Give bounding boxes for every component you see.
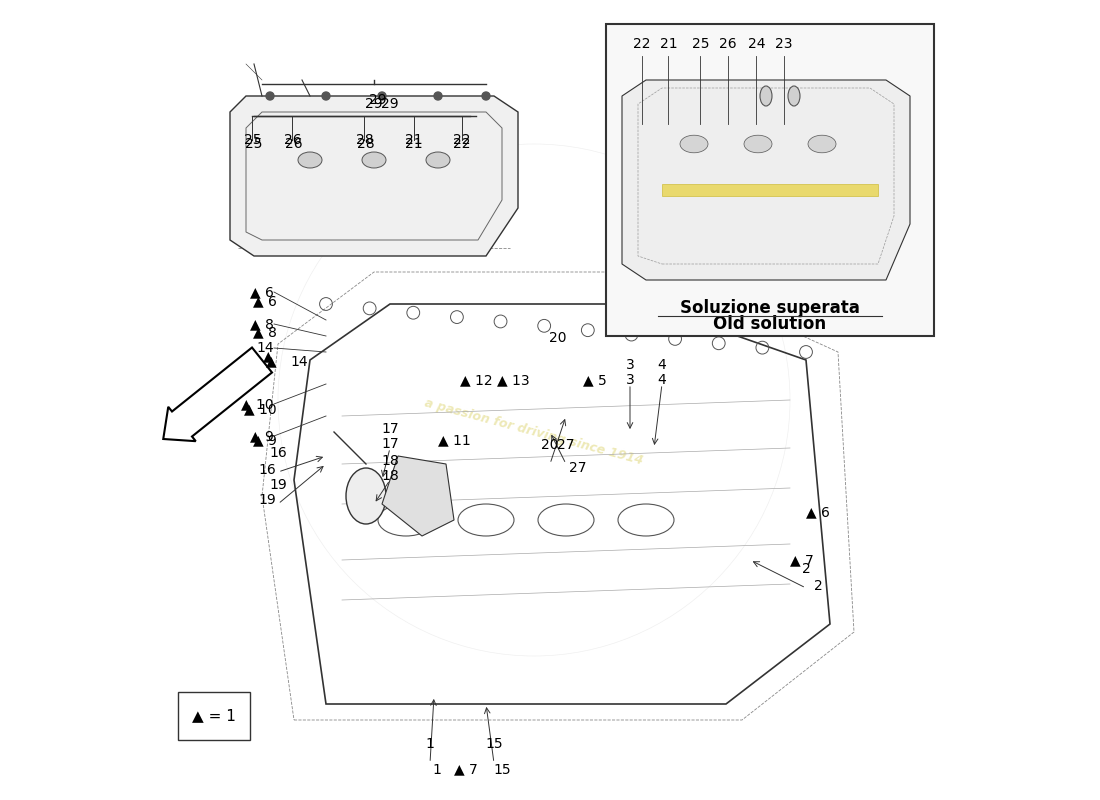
Text: 16: 16 [270,446,287,460]
Text: Old solution: Old solution [714,315,826,333]
Text: Soluzione superata: Soluzione superata [680,299,860,317]
Text: ▲ 9: ▲ 9 [250,429,274,443]
FancyBboxPatch shape [178,692,250,740]
Text: 19: 19 [258,493,276,507]
Text: ▲ 6: ▲ 6 [253,294,276,308]
FancyBboxPatch shape [606,24,934,336]
Text: 25: 25 [245,137,263,151]
Polygon shape [230,96,518,256]
Circle shape [378,92,386,100]
Text: ▲ 9: ▲ 9 [253,433,276,447]
Text: 20: 20 [541,438,559,452]
Text: 21: 21 [660,37,678,51]
Text: ▲ 10: ▲ 10 [244,402,276,417]
Text: 21: 21 [405,137,422,151]
Text: 3: 3 [626,373,635,387]
Text: 26: 26 [285,137,303,151]
Text: 29: 29 [365,97,383,111]
Text: 1: 1 [432,762,441,777]
Text: 26: 26 [718,37,736,51]
Text: 26: 26 [284,133,301,147]
Text: 17: 17 [382,422,399,436]
Text: 28: 28 [358,137,375,151]
Text: ▲ 6: ▲ 6 [250,285,274,299]
Text: ▲ = 1: ▲ = 1 [192,709,235,723]
Text: ▲ 13: ▲ 13 [497,373,529,387]
Ellipse shape [680,135,708,153]
Text: 27: 27 [570,461,586,475]
Ellipse shape [744,135,772,153]
Ellipse shape [788,86,800,106]
Text: ▲ 7: ▲ 7 [454,762,477,777]
Text: a passion for driving since 1914: a passion for driving since 1914 [424,397,645,467]
Text: 20: 20 [549,330,566,345]
Text: 22: 22 [453,137,471,151]
Text: 18: 18 [381,469,399,483]
Circle shape [266,92,274,100]
Text: 25: 25 [244,133,261,147]
Text: 29: 29 [382,97,399,111]
Polygon shape [662,184,878,196]
Text: 19: 19 [270,478,287,492]
Text: 27: 27 [558,438,574,452]
Circle shape [482,92,490,100]
Text: 23: 23 [774,37,792,51]
Text: 1: 1 [426,738,434,751]
Text: ▲ 8: ▲ 8 [253,325,276,339]
Text: 29: 29 [370,93,387,107]
Text: ▲ 11: ▲ 11 [438,433,471,447]
Ellipse shape [808,135,836,153]
Text: 22: 22 [634,37,651,51]
Text: 24: 24 [748,37,766,51]
Text: 3: 3 [626,358,635,372]
Text: 22: 22 [453,133,471,147]
Text: ▲: ▲ [263,349,274,363]
Circle shape [434,92,442,100]
Ellipse shape [426,152,450,168]
Polygon shape [621,80,910,280]
Text: 18: 18 [381,454,399,468]
Text: 4: 4 [658,358,667,372]
Text: 2: 2 [814,578,823,593]
Text: 28: 28 [355,133,373,147]
Circle shape [322,92,330,100]
Text: 25: 25 [692,37,710,51]
Text: 17: 17 [382,437,399,451]
Text: 14: 14 [290,354,308,369]
Text: ▲ 7: ▲ 7 [790,553,814,567]
Text: 4: 4 [658,373,667,387]
Ellipse shape [346,468,386,524]
Text: ▲ 5: ▲ 5 [583,373,607,387]
Text: 15: 15 [485,738,503,751]
Text: 21: 21 [405,133,422,147]
Ellipse shape [760,86,772,106]
Ellipse shape [362,152,386,168]
Text: 16: 16 [258,463,276,478]
Text: 15: 15 [493,762,510,777]
Text: ▲ 12: ▲ 12 [460,373,493,387]
Text: ▲ 10: ▲ 10 [241,397,274,411]
Text: ▲: ▲ [266,354,276,369]
FancyArrow shape [163,347,272,441]
Ellipse shape [298,152,322,168]
Text: ▲ 6: ▲ 6 [806,505,829,519]
Text: 14: 14 [256,341,274,355]
Text: ▲ 8: ▲ 8 [250,317,274,331]
Text: 2: 2 [802,562,811,576]
Polygon shape [382,456,454,536]
